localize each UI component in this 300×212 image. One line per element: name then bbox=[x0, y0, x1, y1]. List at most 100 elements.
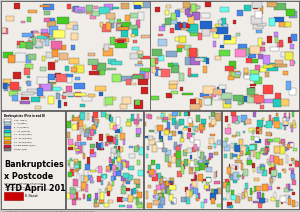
Bar bbox=[282, 169, 285, 171]
Bar bbox=[201, 119, 206, 124]
Bar bbox=[215, 24, 219, 30]
Bar bbox=[237, 155, 240, 159]
Bar bbox=[281, 197, 283, 204]
Bar bbox=[109, 164, 113, 170]
Bar bbox=[203, 57, 207, 63]
Bar bbox=[283, 144, 285, 151]
Bar bbox=[171, 156, 176, 163]
Bar bbox=[154, 190, 157, 194]
Bar bbox=[99, 148, 104, 150]
Bar bbox=[101, 142, 103, 149]
Bar bbox=[270, 178, 273, 183]
Bar bbox=[235, 72, 241, 75]
Bar bbox=[271, 165, 276, 171]
Bar bbox=[203, 86, 215, 94]
Bar bbox=[264, 99, 275, 103]
Bar bbox=[99, 7, 110, 14]
Bar bbox=[71, 67, 77, 72]
Bar bbox=[191, 179, 196, 181]
Bar bbox=[181, 131, 183, 139]
Bar bbox=[117, 197, 123, 202]
Bar bbox=[120, 133, 125, 140]
Bar bbox=[113, 173, 116, 180]
Bar bbox=[270, 177, 272, 184]
Bar bbox=[169, 178, 173, 184]
Bar bbox=[200, 153, 204, 158]
Bar bbox=[112, 7, 119, 9]
Bar bbox=[90, 15, 96, 19]
Bar bbox=[175, 37, 181, 41]
Bar bbox=[286, 155, 288, 163]
Bar bbox=[265, 199, 268, 202]
Bar bbox=[260, 200, 262, 204]
Bar bbox=[224, 100, 231, 108]
Bar bbox=[253, 24, 263, 29]
Bar bbox=[50, 80, 56, 82]
Bar bbox=[211, 112, 215, 117]
Bar bbox=[254, 179, 259, 181]
Bar bbox=[133, 190, 138, 193]
Bar bbox=[188, 6, 197, 12]
Bar bbox=[176, 146, 180, 152]
Bar bbox=[292, 110, 294, 117]
Bar bbox=[212, 41, 216, 47]
Bar bbox=[115, 159, 117, 165]
Bar bbox=[258, 202, 262, 208]
Bar bbox=[168, 135, 172, 140]
Bar bbox=[273, 99, 281, 107]
Bar bbox=[99, 189, 101, 193]
Bar bbox=[170, 28, 174, 33]
Bar bbox=[132, 47, 139, 50]
Bar bbox=[69, 57, 80, 64]
Bar bbox=[116, 23, 124, 31]
Bar bbox=[130, 83, 136, 85]
Bar bbox=[41, 33, 49, 38]
Bar bbox=[146, 114, 151, 119]
Bar bbox=[183, 128, 187, 130]
Bar bbox=[129, 25, 138, 29]
Bar bbox=[208, 158, 211, 160]
Bar bbox=[149, 138, 155, 145]
Text: Bankruptcies (Pcts in and B): Bankruptcies (Pcts in and B) bbox=[4, 114, 46, 118]
Bar bbox=[230, 153, 233, 159]
Bar bbox=[250, 16, 262, 24]
Bar bbox=[95, 120, 98, 126]
Bar bbox=[121, 186, 126, 194]
Bar bbox=[117, 152, 120, 158]
Bar bbox=[146, 136, 149, 138]
Bar bbox=[160, 197, 165, 205]
Bar bbox=[147, 146, 149, 150]
Bar bbox=[232, 116, 238, 123]
Bar bbox=[112, 157, 117, 161]
Bar bbox=[192, 147, 196, 152]
Bar bbox=[202, 96, 213, 98]
Bar bbox=[170, 178, 174, 184]
Bar bbox=[12, 86, 21, 91]
Bar bbox=[194, 140, 200, 147]
Bar bbox=[113, 167, 118, 170]
Bar bbox=[40, 67, 46, 71]
Bar bbox=[4, 83, 8, 91]
Bar bbox=[212, 28, 219, 33]
Bar bbox=[176, 157, 181, 160]
Bar bbox=[84, 176, 88, 182]
Bar bbox=[155, 67, 159, 70]
Bar bbox=[26, 75, 30, 78]
Bar bbox=[58, 100, 61, 108]
Bar bbox=[217, 140, 221, 145]
Bar bbox=[175, 10, 180, 17]
Bar bbox=[104, 203, 109, 207]
Bar bbox=[190, 168, 193, 170]
Bar bbox=[59, 53, 68, 60]
Bar bbox=[188, 68, 191, 76]
Bar bbox=[286, 189, 293, 191]
Bar bbox=[171, 202, 174, 204]
Bar bbox=[70, 187, 74, 190]
Bar bbox=[283, 117, 287, 125]
Bar bbox=[2, 28, 6, 33]
Bar bbox=[214, 181, 220, 184]
Bar bbox=[171, 13, 176, 20]
Bar bbox=[200, 93, 209, 97]
Bar bbox=[267, 1, 277, 7]
Bar bbox=[188, 16, 194, 24]
